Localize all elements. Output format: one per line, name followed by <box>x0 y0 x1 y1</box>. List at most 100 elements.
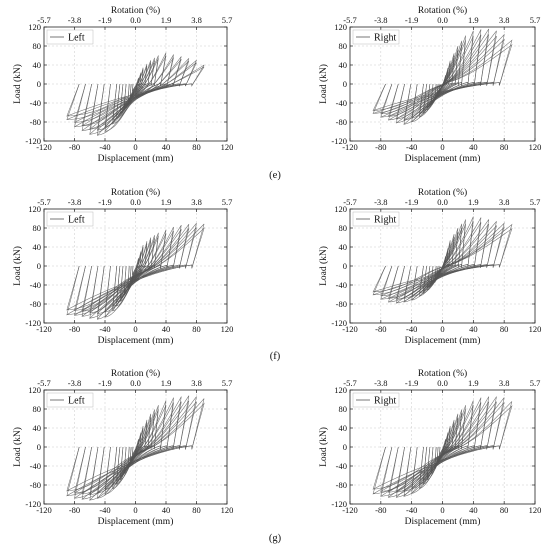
top-tick-label: -1.9 <box>98 378 111 388</box>
x-tick-label: 0 <box>440 505 444 515</box>
y-tick-label: -80 <box>30 480 41 490</box>
top-axis-label: Rotation (%) <box>111 5 160 16</box>
top-tick-label: 0.0 <box>130 197 141 207</box>
top-axis-label: Rotation (%) <box>418 368 467 379</box>
x-tick-label: 0 <box>133 142 137 152</box>
top-tick-label: 5.7 <box>222 378 233 388</box>
chart-panel-f-right: -120 -5.7 -80 -3.8 -40 -1.9 0 0.0 40 1.9 80 3.8 120 5… <box>318 187 541 346</box>
y-tick-label: -120 <box>331 499 347 509</box>
x-axis-label: Displacement (mm) <box>405 153 481 164</box>
legend-label: Left <box>68 33 85 44</box>
top-tick-label: 1.9 <box>161 197 172 207</box>
x-tick-label: -120 <box>342 142 358 152</box>
x-tick-label: 0 <box>440 142 444 152</box>
top-tick-label: -1.9 <box>98 15 111 25</box>
y-tick-label: 80 <box>33 223 42 233</box>
top-tick-label: 0.0 <box>437 378 448 388</box>
top-tick-label: -1.9 <box>98 197 111 207</box>
top-tick-label: -5.7 <box>343 15 356 25</box>
y-axis-label: Load (kN) <box>318 64 329 104</box>
y-tick-label: -40 <box>30 98 41 108</box>
legend-label: Right <box>374 33 396 44</box>
caption-g: (g) <box>269 533 282 544</box>
y-tick-label: 40 <box>339 423 348 433</box>
hysteresis-loop <box>66 227 205 311</box>
top-tick-label: 0.0 <box>437 197 448 207</box>
y-tick-label: 40 <box>339 60 348 70</box>
top-tick-label: 1.9 <box>161 15 172 25</box>
y-tick-label: 120 <box>28 204 41 214</box>
x-tick-label: 80 <box>500 142 509 152</box>
top-tick-label: 3.8 <box>191 197 202 207</box>
top-tick-label: 5.7 <box>222 197 233 207</box>
x-tick-label: -80 <box>69 142 80 152</box>
x-axis-label: Displacement (mm) <box>405 335 481 346</box>
legend-box <box>352 29 400 45</box>
hysteresis-loop <box>74 62 197 124</box>
y-tick-label: -40 <box>336 98 347 108</box>
top-tick-label: -3.8 <box>68 378 81 388</box>
chart-panel-f-left: -120 -5.7 -80 -3.8 -40 -1.9 0 0.0 40 1.9 80 3.8 120 5… <box>12 187 233 346</box>
top-tick-label: 3.8 <box>499 15 510 25</box>
hysteresis-curves <box>66 223 205 321</box>
x-tick-label: 80 <box>192 324 201 334</box>
legend-box <box>46 29 94 45</box>
x-tick-label: -40 <box>406 505 417 515</box>
top-tick-label: -5.7 <box>37 378 50 388</box>
x-tick-label: 40 <box>162 142 171 152</box>
y-tick-label: -80 <box>336 480 347 490</box>
x-tick-label: -120 <box>342 505 358 515</box>
legend: Right <box>352 392 400 408</box>
top-axis-label: Rotation (%) <box>418 5 467 16</box>
hysteresis-loop <box>66 66 205 117</box>
x-tick-label: 120 <box>529 324 542 334</box>
x-tick-label: -120 <box>36 324 52 334</box>
hysteresis-loop <box>129 252 142 282</box>
legend-label: Left <box>68 396 85 407</box>
x-tick-label: 120 <box>529 142 542 152</box>
legend-label: Right <box>374 215 396 226</box>
y-tick-label: 0 <box>343 261 347 271</box>
top-tick-label: -5.7 <box>343 197 356 207</box>
x-axis-label: Displacement (mm) <box>405 516 481 527</box>
x-tick-label: 40 <box>469 324 478 334</box>
hysteresis-loop <box>129 73 142 97</box>
hysteresis-curves <box>66 52 205 137</box>
top-tick-label: -1.9 <box>405 15 418 25</box>
x-tick-label: -40 <box>99 505 110 515</box>
plot-frame <box>43 389 228 505</box>
x-tick-label: 0 <box>133 505 137 515</box>
x-axis-label: Displacement (mm) <box>98 335 174 346</box>
top-tick-label: -5.7 <box>37 197 50 207</box>
legend: Right <box>352 211 400 227</box>
y-tick-label: -40 <box>336 280 347 290</box>
hysteresis-curves <box>372 28 513 126</box>
x-tick-label: 80 <box>500 505 509 515</box>
hysteresis-loop <box>372 405 513 490</box>
top-tick-label: -5.7 <box>343 378 356 388</box>
y-tick-label: -120 <box>25 318 41 328</box>
y-tick-label: 40 <box>33 423 42 433</box>
x-tick-label: 0 <box>440 324 444 334</box>
y-tick-label: -40 <box>30 280 41 290</box>
top-tick-label: -3.8 <box>374 15 387 25</box>
x-tick-label: -80 <box>375 505 386 515</box>
y-tick-label: 0 <box>343 442 347 452</box>
y-tick-label: 40 <box>33 242 42 252</box>
plot-frame <box>349 26 536 142</box>
y-tick-label: 80 <box>33 404 42 414</box>
hysteresis-curves <box>66 395 205 501</box>
top-tick-label: 1.9 <box>161 378 172 388</box>
top-tick-label: 5.7 <box>530 197 541 207</box>
top-tick-label: 3.8 <box>191 15 202 25</box>
top-tick-label: 0.0 <box>437 15 448 25</box>
x-tick-label: -80 <box>375 142 386 152</box>
hysteresis-loop <box>74 401 197 494</box>
y-tick-label: 80 <box>339 404 348 414</box>
x-tick-label: 120 <box>221 324 234 334</box>
chart-panel-e-right: -120 -5.7 -80 -3.8 -40 -1.9 0 0.0 40 1.9 80 3.8 120 5… <box>318 5 541 164</box>
y-tick-label: -120 <box>25 499 41 509</box>
y-tick-label: 120 <box>334 22 347 32</box>
hysteresis-loop <box>372 223 513 296</box>
